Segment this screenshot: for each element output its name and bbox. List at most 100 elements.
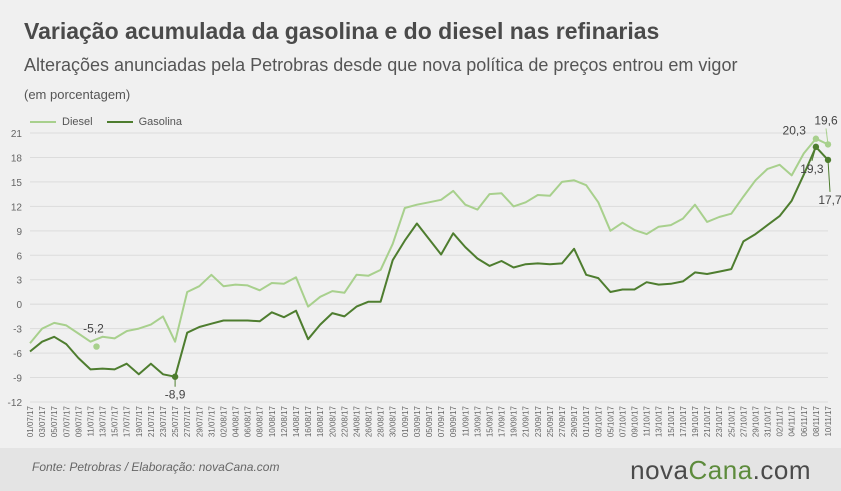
x-tick-label: 09/07/17 — [74, 405, 83, 437]
y-tick-label: 21 — [11, 129, 23, 140]
y-tick-label: -3 — [13, 325, 22, 336]
x-tick-label: 21/07/17 — [147, 405, 156, 437]
x-tick-label: 10/08/17 — [268, 405, 277, 437]
y-tick-label: -6 — [13, 349, 22, 360]
x-tick-label: 09/10/17 — [631, 405, 640, 437]
x-tick-label: 02/11/17 — [776, 405, 785, 436]
x-tick-label: 11/09/17 — [461, 405, 470, 436]
annotation-label: -5,2 — [83, 322, 104, 336]
legend-item-gasolina: Gasolina — [106, 116, 182, 128]
x-tick-label: 12/08/17 — [280, 405, 289, 437]
x-tick-label: 29/07/17 — [195, 405, 204, 437]
y-tick-label: -9 — [13, 374, 22, 385]
annotation-leader — [811, 146, 817, 161]
x-tick-label: 15/10/17 — [667, 405, 676, 437]
annotation-leader — [827, 159, 831, 192]
x-tick-label: 19/10/17 — [691, 405, 700, 437]
x-tick-label: 19/09/17 — [510, 405, 519, 437]
x-tick-label: 24/08/17 — [352, 405, 361, 437]
legend-label-diesel: Diesel — [62, 116, 93, 128]
legend-swatch-diesel — [30, 121, 56, 123]
x-tick-label: 16/08/17 — [304, 405, 313, 437]
x-tick-label: 07/10/17 — [618, 405, 627, 437]
x-tick-label: 17/09/17 — [498, 405, 507, 437]
annotation-marker — [812, 135, 820, 142]
x-tick-label: 17/10/17 — [679, 405, 688, 437]
x-tick-label: 31/07/17 — [207, 405, 216, 437]
x-tick-label: 06/08/17 — [244, 405, 253, 437]
source-note: Fonte: Petrobras / Elaboração: novaCana.… — [32, 460, 280, 474]
x-tick-label: 03/07/17 — [38, 405, 47, 437]
x-tick-label: 25/09/17 — [546, 405, 555, 437]
annotation-leader — [825, 128, 829, 145]
annotation-label: 20,3 — [783, 124, 807, 138]
x-tick-label: 07/07/17 — [62, 405, 71, 437]
x-tick-label: 23/10/17 — [715, 405, 724, 437]
series-line-gasolina — [29, 145, 829, 378]
logo-suffix: .com — [752, 455, 811, 485]
y-tick-label: 15 — [11, 178, 23, 189]
annotation-marker — [171, 373, 179, 380]
y-tick-label: 18 — [11, 153, 23, 164]
x-tick-label: 30/08/17 — [389, 405, 398, 437]
x-tick-label: 21/09/17 — [522, 405, 531, 437]
x-tick-label: 27/09/17 — [558, 405, 567, 437]
y-tick-label: -12 — [8, 398, 23, 409]
x-tick-label: 08/11/17 — [812, 405, 821, 436]
chart-subtitle: Alterações anunciadas pela Petrobras des… — [24, 55, 738, 75]
annotation-label: 17,7 — [818, 193, 841, 207]
x-tick-label: 02/08/17 — [219, 405, 228, 437]
x-tick-label: 13/09/17 — [473, 405, 482, 437]
x-tick-label: 05/07/17 — [50, 405, 59, 437]
annotation-label: 19,6 — [814, 113, 838, 127]
x-tick-label: 17/07/17 — [123, 405, 132, 437]
x-tick-label: 27/10/17 — [739, 405, 748, 437]
x-tick-label: 22/08/17 — [340, 405, 349, 437]
x-tick-label: 23/09/17 — [534, 405, 543, 437]
y-tick-label: 6 — [16, 251, 22, 262]
footer-bar — [0, 448, 841, 491]
x-tick-label: 11/07/17 — [86, 405, 95, 436]
x-tick-label: 06/11/17 — [800, 405, 809, 436]
x-tick-label: 04/11/17 — [788, 405, 797, 436]
x-tick-label: 25/10/17 — [727, 405, 736, 437]
annotation-label: 19,3 — [800, 162, 824, 176]
x-tick-label: 13/07/17 — [99, 405, 108, 437]
x-tick-label: 01/07/17 — [26, 405, 35, 437]
x-tick-label: 08/08/17 — [256, 405, 265, 437]
annotation-label: -8,9 — [165, 388, 186, 402]
x-tick-label: 11/10/17 — [643, 405, 652, 436]
series-line-diesel — [29, 137, 829, 344]
y-tick-label: 9 — [16, 227, 22, 238]
x-tick-label: 09/09/17 — [449, 405, 458, 437]
x-tick-label: 19/07/17 — [135, 405, 144, 437]
x-tick-label: 18/08/17 — [316, 405, 325, 437]
x-tick-label: 23/07/17 — [159, 405, 168, 437]
x-tick-label: 27/07/17 — [183, 405, 192, 437]
x-tick-label: 28/08/17 — [377, 405, 386, 437]
x-tick-label: 15/07/17 — [111, 405, 120, 437]
logo-brand: Cana — [688, 455, 753, 485]
legend: Diesel Gasolina — [30, 116, 182, 128]
x-tick-label: 31/10/17 — [764, 405, 773, 437]
x-tick-label: 29/09/17 — [570, 405, 579, 437]
x-tick-label: 21/10/17 — [703, 405, 712, 437]
legend-label-gasolina: Gasolina — [138, 116, 182, 128]
chart-title: Variação acumulada da gasolina e do dies… — [24, 18, 660, 44]
x-tick-label: 26/08/17 — [365, 405, 374, 437]
x-tick-label: 05/10/17 — [606, 405, 615, 437]
x-tick-label: 10/11/17 — [824, 405, 833, 436]
legend-swatch-gasolina — [106, 121, 133, 123]
x-tick-label: 01/09/17 — [401, 405, 410, 437]
x-tick-label: 04/08/17 — [232, 405, 241, 437]
x-tick-label: 07/09/17 — [437, 405, 446, 437]
x-tick-label: 03/09/17 — [413, 405, 422, 437]
x-tick-label: 29/10/17 — [751, 405, 760, 437]
logo-prefix: nova — [630, 455, 689, 485]
novacana-logo: novaCana.com — [630, 455, 811, 486]
x-tick-label: 15/09/17 — [485, 405, 494, 437]
y-tick-label: 12 — [11, 202, 23, 213]
y-tick-label: 0 — [16, 300, 22, 311]
x-tick-label: 14/08/17 — [292, 405, 301, 437]
